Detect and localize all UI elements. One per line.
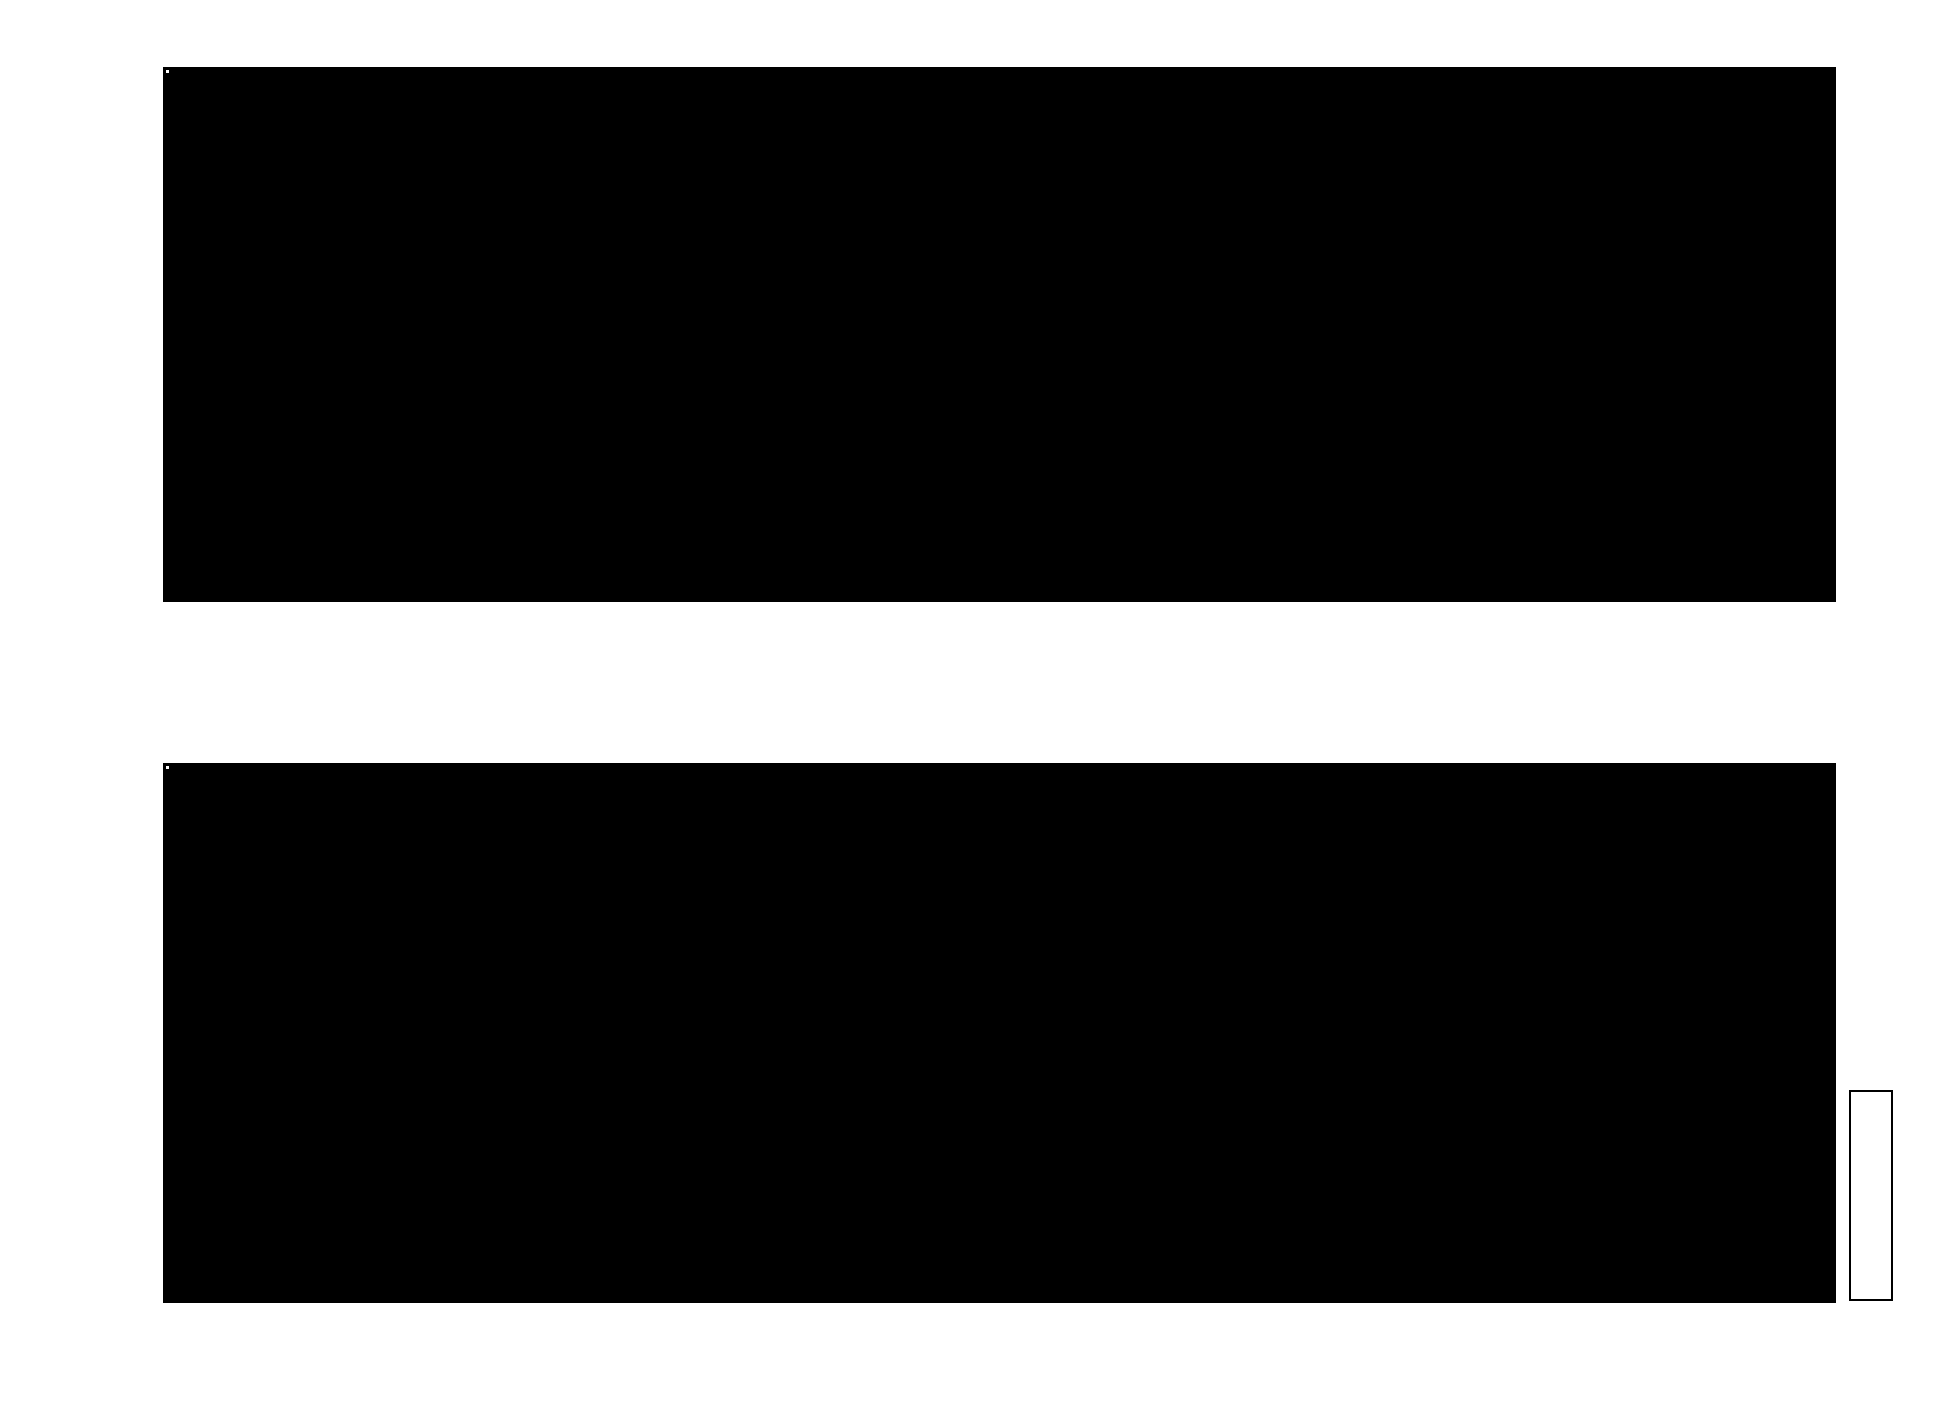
north-grid-overlay-canvas bbox=[163, 67, 1836, 602]
south-selection-box bbox=[163, 763, 169, 769]
colorbar bbox=[1849, 1090, 1893, 1301]
south-grid-overlay-canvas bbox=[163, 763, 1836, 1303]
south-plot-area bbox=[163, 763, 1836, 1303]
colorbar-gradient-canvas bbox=[1851, 1092, 1891, 1299]
north-plot-area bbox=[163, 67, 1836, 602]
north-selection-box bbox=[163, 67, 169, 73]
